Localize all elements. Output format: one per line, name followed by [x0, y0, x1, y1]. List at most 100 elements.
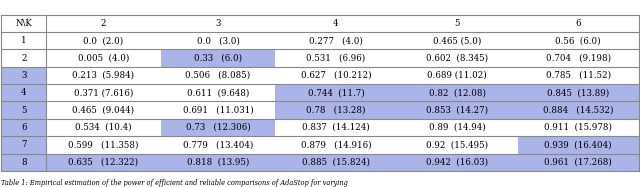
Bar [161, 136, 275, 154]
Text: N\K: N\K [15, 19, 32, 28]
Bar [518, 119, 639, 136]
Bar [396, 15, 518, 32]
Text: 0.78   (13.28): 0.78 (13.28) [306, 106, 365, 115]
Text: Table 1: Empirical estimation of the power of efficient and reliable comparisons: Table 1: Empirical estimation of the pow… [1, 179, 348, 187]
Bar [46, 49, 161, 67]
Text: 0.689 (11.02): 0.689 (11.02) [427, 71, 487, 80]
Bar [396, 67, 518, 84]
Text: 0.853  (14.27): 0.853 (14.27) [426, 106, 488, 115]
Text: 0.879   (14.916): 0.879 (14.916) [301, 140, 371, 149]
Text: 0.942  (16.03): 0.942 (16.03) [426, 158, 488, 167]
Bar [1, 102, 46, 119]
Text: 0.744  (11.7): 0.744 (11.7) [308, 88, 364, 97]
Text: 2: 2 [100, 19, 106, 28]
Text: 0.602  (8.345): 0.602 (8.345) [426, 53, 488, 62]
Bar [275, 119, 396, 136]
Text: 0.371 (7.616): 0.371 (7.616) [74, 88, 133, 97]
Bar [1, 84, 46, 102]
Bar [1, 49, 46, 67]
Bar [275, 32, 396, 49]
Text: 0.89  (14.94): 0.89 (14.94) [429, 123, 485, 132]
Text: 6: 6 [575, 19, 581, 28]
Text: 4: 4 [21, 88, 26, 97]
Text: 5: 5 [21, 106, 26, 115]
Bar [518, 32, 639, 49]
Bar [46, 15, 161, 32]
Bar [275, 67, 396, 84]
Text: 0.779   (13.404): 0.779 (13.404) [183, 140, 253, 149]
Text: 0.611  (9.648): 0.611 (9.648) [187, 88, 249, 97]
Bar [46, 102, 161, 119]
Bar [46, 136, 161, 154]
Text: 4: 4 [333, 19, 339, 28]
Text: 8: 8 [21, 158, 26, 167]
Bar [518, 102, 639, 119]
Bar [396, 136, 518, 154]
Bar [518, 154, 639, 171]
Text: 0.33   (6.0): 0.33 (6.0) [194, 53, 242, 62]
Bar [275, 49, 396, 67]
Bar [46, 84, 161, 102]
Text: 0.691   (11.031): 0.691 (11.031) [182, 106, 253, 115]
Bar [46, 154, 161, 171]
Text: 0.73   (12.306): 0.73 (12.306) [186, 123, 250, 132]
Text: 0.818  (13.95): 0.818 (13.95) [187, 158, 249, 167]
Text: 0.0   (3.0): 0.0 (3.0) [196, 36, 239, 45]
Bar [396, 154, 518, 171]
Text: 1: 1 [21, 36, 26, 45]
Bar [1, 119, 46, 136]
Text: 0.213  (5.984): 0.213 (5.984) [72, 71, 134, 80]
Bar [1, 32, 46, 49]
Text: 0.845  (13.89): 0.845 (13.89) [547, 88, 609, 97]
Text: 0.599   (11.358): 0.599 (11.358) [68, 140, 139, 149]
Text: 0.627   (10.212): 0.627 (10.212) [301, 71, 371, 80]
Bar [161, 32, 275, 49]
Bar [275, 154, 396, 171]
Bar [396, 102, 518, 119]
Text: 3: 3 [215, 19, 221, 28]
Text: 6: 6 [21, 123, 26, 132]
Bar [161, 49, 275, 67]
Bar [46, 67, 161, 84]
Text: 0.884   (14.532): 0.884 (14.532) [543, 106, 613, 115]
Bar [275, 102, 396, 119]
Bar [518, 15, 639, 32]
Bar [275, 136, 396, 154]
Bar [46, 119, 161, 136]
Text: 3: 3 [21, 71, 26, 80]
Bar [396, 32, 518, 49]
Bar [396, 49, 518, 67]
Text: 0.465  (9.044): 0.465 (9.044) [72, 106, 134, 115]
Bar [161, 15, 275, 32]
Bar [518, 67, 639, 84]
Text: 0.005  (4.0): 0.005 (4.0) [77, 53, 129, 62]
Text: 0.911  (15.978): 0.911 (15.978) [544, 123, 612, 132]
Bar [1, 154, 46, 171]
Bar [275, 15, 396, 32]
Bar [46, 32, 161, 49]
Text: 0.465 (5.0): 0.465 (5.0) [433, 36, 481, 45]
Bar [518, 84, 639, 102]
Text: 0.961  (17.268): 0.961 (17.268) [544, 158, 612, 167]
Bar [396, 84, 518, 102]
Text: 0.82  (12.08): 0.82 (12.08) [429, 88, 486, 97]
Bar [1, 15, 46, 32]
Bar [396, 119, 518, 136]
Text: 0.785   (11.52): 0.785 (11.52) [545, 71, 611, 80]
Text: 0.0  (2.0): 0.0 (2.0) [83, 36, 124, 45]
Text: 0.635   (12.322): 0.635 (12.322) [68, 158, 138, 167]
Bar [1, 136, 46, 154]
Text: 0.939  (16.404): 0.939 (16.404) [544, 140, 612, 149]
Bar [161, 102, 275, 119]
Text: 0.885  (15.824): 0.885 (15.824) [302, 158, 370, 167]
Bar [161, 119, 275, 136]
Text: 0.534  (10.4): 0.534 (10.4) [75, 123, 132, 132]
Text: 5: 5 [454, 19, 460, 28]
Bar [161, 84, 275, 102]
Bar [518, 49, 639, 67]
Text: 0.92  (15.495): 0.92 (15.495) [426, 140, 488, 149]
Bar [275, 84, 396, 102]
Text: 2: 2 [21, 53, 26, 62]
Text: 0.56  (6.0): 0.56 (6.0) [556, 36, 601, 45]
Bar [1, 67, 46, 84]
